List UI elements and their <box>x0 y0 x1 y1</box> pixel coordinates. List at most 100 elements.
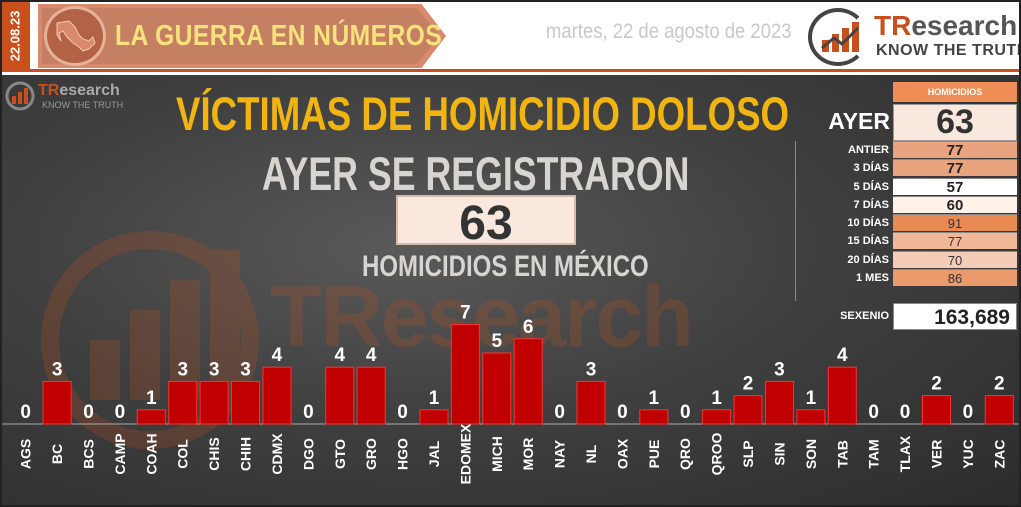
bar-value-label: 4 <box>334 345 345 366</box>
banner <box>42 8 440 64</box>
bar-value-label: 0 <box>963 402 974 423</box>
bar-value-label: 0 <box>617 402 628 423</box>
table-row: ANTIER 77 <box>800 141 1017 159</box>
bar-value-label: 7 <box>460 303 471 324</box>
category-label: QROO <box>709 433 725 476</box>
bar-ver <box>921 395 951 425</box>
mini-logo: TResearch KNOW THE TRUTH <box>4 80 134 116</box>
bar-value-label: 0 <box>303 402 314 423</box>
ayer-value: 63 <box>936 103 974 141</box>
category-label: CDMX <box>269 433 285 475</box>
bar-value-label: 1 <box>429 388 440 409</box>
brand-tagline: KNOW THE TRUTH <box>876 42 1021 59</box>
bar-sin <box>764 380 794 425</box>
row-value: 77 <box>893 159 1017 177</box>
mini-logo-icon <box>5 81 35 111</box>
date-strip: 22.08.23 <box>0 0 30 72</box>
category-label: BCS <box>81 439 97 469</box>
row-label: ANTIER <box>848 144 889 156</box>
bar-nl <box>576 380 606 425</box>
row-value: 86 <box>893 269 1017 287</box>
category-label: NAY <box>552 439 568 468</box>
row-label: 7 DÍAS <box>853 198 889 211</box>
category-label: NL <box>583 444 599 463</box>
brand-ring <box>808 8 868 66</box>
ayer-value-box: 63 <box>893 103 1017 141</box>
bar-gto <box>325 366 355 425</box>
bar-value-label: 4 <box>366 345 377 366</box>
bar-value-label: 0 <box>20 402 31 423</box>
table-row: 5 DÍAS 57 <box>800 177 1017 196</box>
category-label: SLP <box>740 440 756 467</box>
bar-zac <box>984 395 1014 425</box>
category-label: ZAC <box>991 440 1007 469</box>
bar-qroo <box>702 409 732 425</box>
category-label: HGO <box>395 438 411 470</box>
bar-value-label: 2 <box>931 374 942 395</box>
row-value: 77 <box>893 232 1017 250</box>
bar-value-label: 2 <box>994 374 1005 395</box>
table-row: 20 DÍAS 70 <box>800 250 1017 269</box>
category-label: SIN <box>771 442 787 465</box>
brand-logo: TResearch KNOW THE TRUTH <box>808 8 1021 66</box>
row-label: 3 DÍAS <box>853 162 889 175</box>
bar-value-label: 0 <box>397 402 408 423</box>
category-label: YUC <box>960 439 976 469</box>
bar-edomex <box>450 324 480 425</box>
row-label: 15 DÍAS <box>847 235 889 248</box>
category-label: DGO <box>300 438 316 470</box>
bar-slp <box>733 395 763 425</box>
bar-value-label: 4 <box>837 345 848 366</box>
bar-chih <box>231 380 261 425</box>
bar-value-label: 3 <box>774 359 785 380</box>
header-bar: 22.08.23 LA GUERRA EN NÚMEROS martes, 22… <box>0 0 1021 72</box>
bar-value-label: 0 <box>554 402 565 423</box>
watermark-text: TResearch <box>270 269 694 365</box>
row-label: 20 DÍAS <box>847 253 889 266</box>
category-label: TLAX <box>897 435 913 472</box>
bar-value-label: 1 <box>146 388 157 409</box>
table-row: 15 DÍAS 77 <box>800 232 1017 250</box>
bar-value-label: 0 <box>900 402 911 423</box>
bar-chis <box>199 380 229 425</box>
bar-value-label: 3 <box>586 359 597 380</box>
bar-value-label: 0 <box>83 402 94 423</box>
main-subtitle: AYER SE REGISTRARON <box>262 147 690 200</box>
bar-value-label: 1 <box>806 388 817 409</box>
bar-son <box>796 409 826 425</box>
row-value: 57 <box>893 177 1017 196</box>
category-label: VER <box>928 440 944 469</box>
table-row: 3 DÍAS 77 <box>800 159 1017 177</box>
category-label: PUE <box>646 440 662 469</box>
bar-value-label: 1 <box>649 388 660 409</box>
category-label: COAH <box>143 433 159 474</box>
category-label: MOR <box>520 438 536 471</box>
category-label: QRO <box>677 438 693 470</box>
bar-value-label: 6 <box>523 317 534 338</box>
bar-gro <box>356 366 386 425</box>
table-row: 7 DÍAS 60 <box>800 195 1017 214</box>
mini-logo-name: TResearch <box>38 82 120 99</box>
bar-jal <box>419 409 449 425</box>
bar-value-label: 3 <box>209 359 220 380</box>
bar-value-label: 2 <box>743 374 754 395</box>
dark-panel <box>0 75 1021 507</box>
row-label: 5 DÍAS <box>853 180 889 193</box>
bar-mor <box>513 338 543 425</box>
category-label: MICH <box>489 436 505 472</box>
table-row: 10 DÍAS 91 <box>800 214 1017 232</box>
category-label: JAL <box>426 440 442 467</box>
row-value: 60 <box>893 195 1017 214</box>
main-caption: HOMICIDIOS EN MÉXICO <box>362 250 649 283</box>
bar-value-label: 0 <box>115 402 126 423</box>
row-value: 91 <box>893 214 1017 232</box>
bar-chart-icon <box>821 22 860 52</box>
bar-cdmx <box>262 366 292 425</box>
category-label: CAMP <box>112 433 128 474</box>
bar-tab <box>827 366 857 425</box>
category-label: CHIS <box>206 437 222 470</box>
category-label: GRO <box>363 438 379 470</box>
watermark-logo-icon <box>41 231 259 449</box>
row-label: 1 MES <box>855 272 889 285</box>
